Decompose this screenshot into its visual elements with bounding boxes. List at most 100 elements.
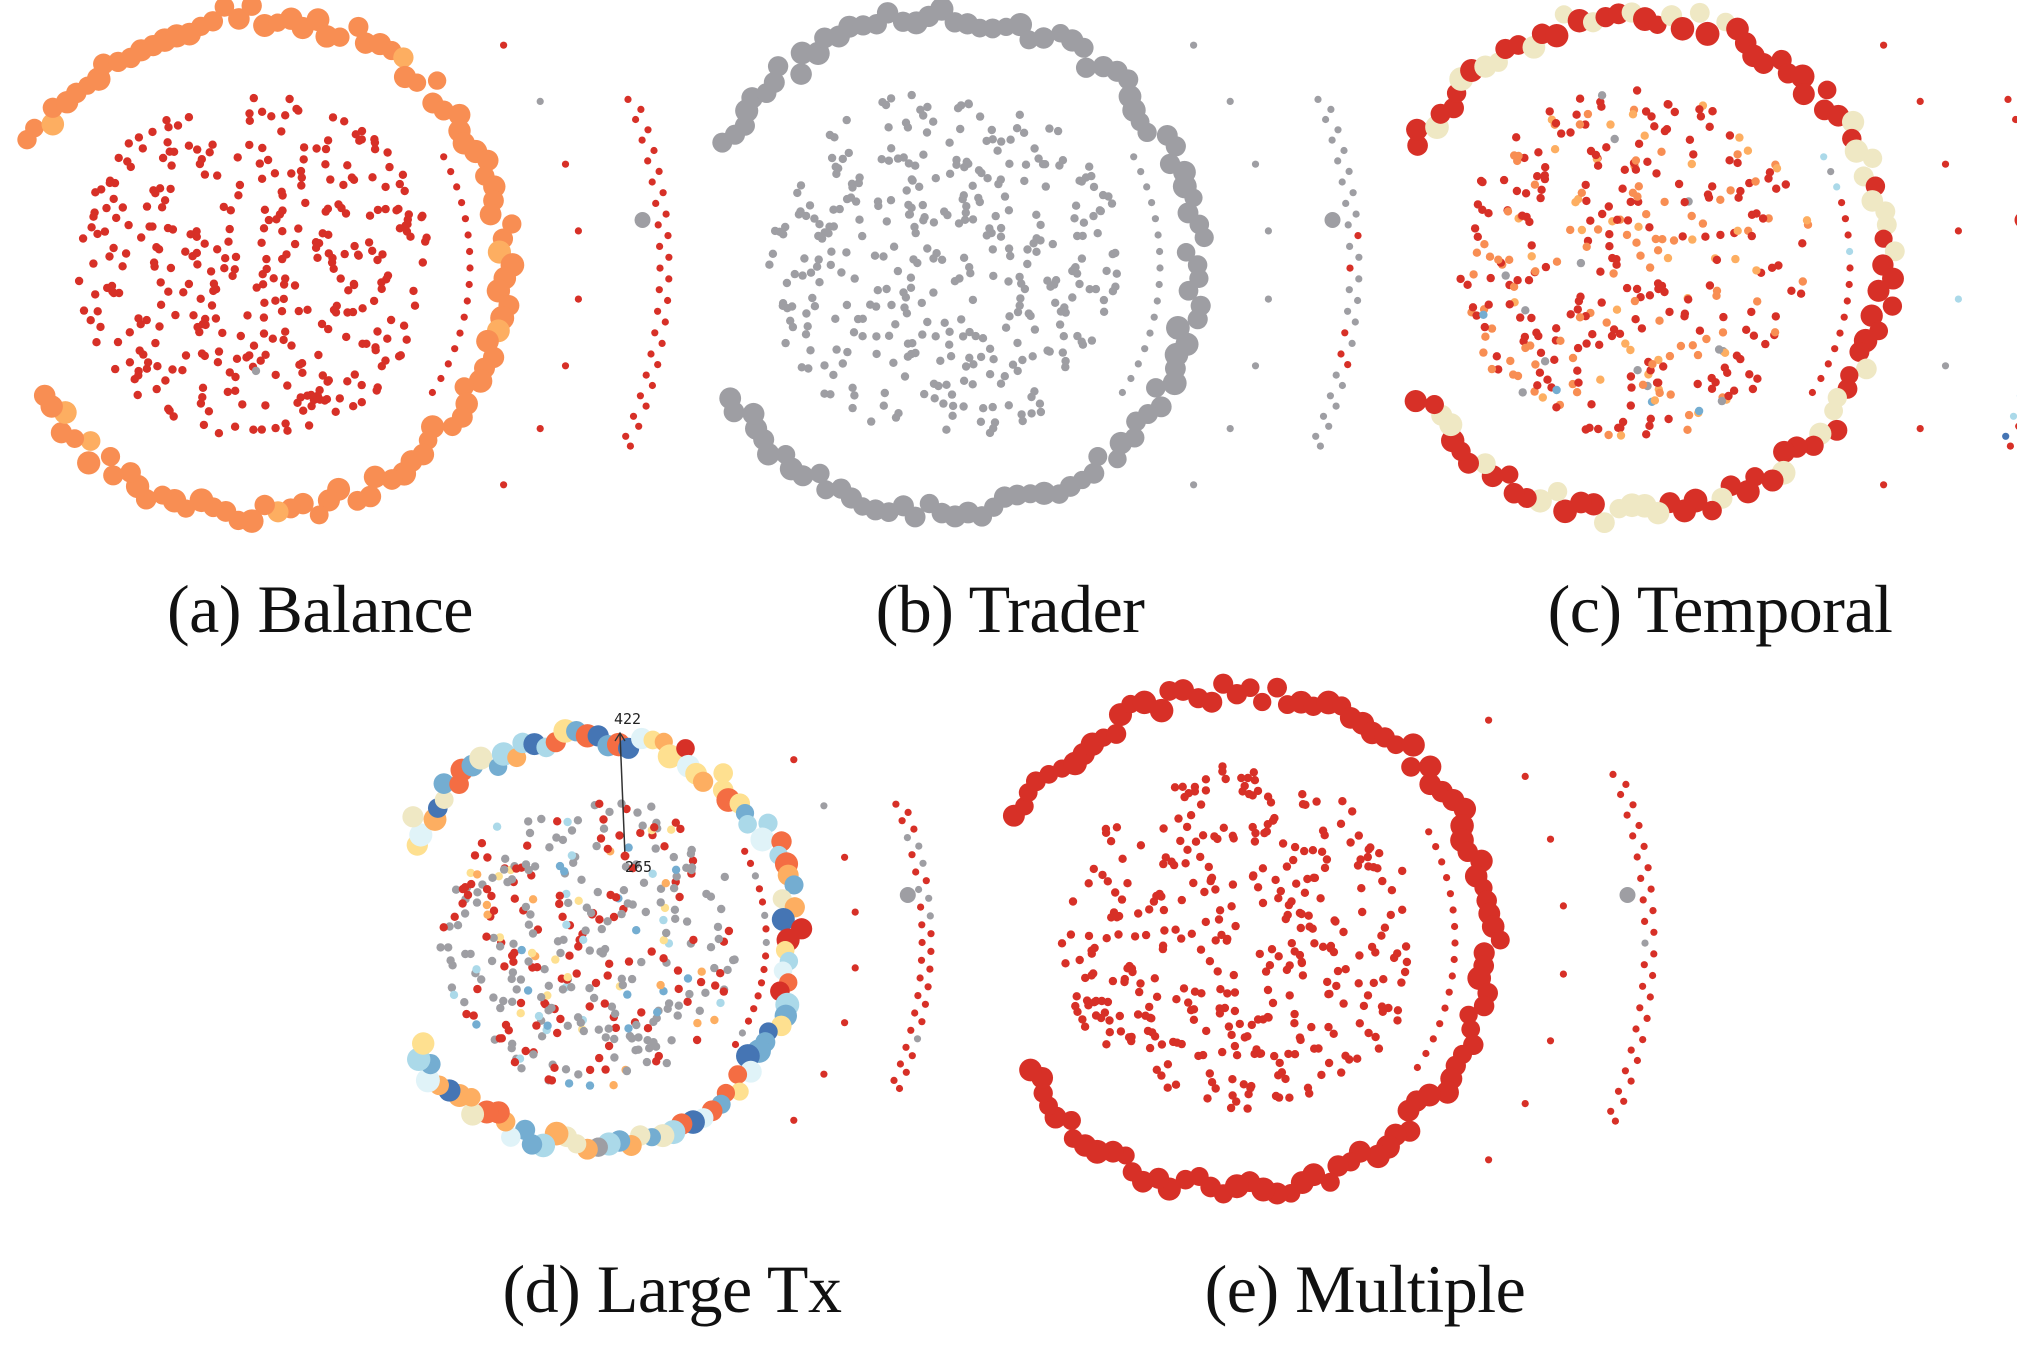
arc-node xyxy=(1629,832,1636,839)
inner-node xyxy=(305,421,313,429)
inner-node xyxy=(122,249,130,257)
inner-node xyxy=(919,151,927,159)
arc-node xyxy=(1346,243,1353,250)
inner-node xyxy=(1026,312,1034,320)
inner-node xyxy=(993,147,1001,155)
inner-node xyxy=(1348,807,1356,815)
inner-node xyxy=(923,128,931,136)
arc-node xyxy=(1422,1050,1429,1057)
ring-node xyxy=(1019,1059,1042,1082)
inner-node xyxy=(105,252,113,260)
inner-node xyxy=(1207,877,1215,885)
arc-node xyxy=(649,178,656,185)
inner-node xyxy=(1134,909,1142,917)
inner-node xyxy=(517,1009,525,1017)
ring-node xyxy=(1405,390,1427,412)
inner-node xyxy=(1403,958,1411,966)
arc-node xyxy=(1639,983,1646,990)
inner-node xyxy=(883,217,891,225)
arc-node xyxy=(1547,836,1554,843)
inner-node xyxy=(1233,1051,1241,1059)
inner-node xyxy=(1269,999,1277,1007)
arc-node xyxy=(663,211,670,218)
inner-node xyxy=(1116,1012,1124,1020)
inner-node xyxy=(472,965,480,973)
inner-node xyxy=(878,155,886,163)
node-label-source: 265 xyxy=(625,858,652,876)
inner-node xyxy=(1733,352,1741,360)
inner-node xyxy=(236,181,244,189)
arc-node xyxy=(1841,314,1848,321)
arc-node xyxy=(1955,227,1962,234)
inner-node xyxy=(535,1012,543,1020)
inner-node xyxy=(605,960,613,968)
ring-node xyxy=(1690,3,1710,23)
inner-node xyxy=(201,240,209,248)
inner-node xyxy=(119,203,127,211)
arc-node xyxy=(1845,231,1852,238)
inner-node xyxy=(631,1046,639,1054)
inner-node xyxy=(959,402,967,410)
inner-node xyxy=(1752,266,1760,274)
arc-node xyxy=(665,275,672,282)
inner-node xyxy=(820,390,828,398)
inner-node xyxy=(1288,939,1296,947)
inner-node xyxy=(1111,888,1119,896)
inner-node xyxy=(882,285,890,293)
inner-node xyxy=(1642,107,1650,115)
inner-node xyxy=(851,274,859,282)
inner-node xyxy=(92,338,100,346)
inner-node xyxy=(1136,979,1144,987)
inner-node xyxy=(1612,261,1620,269)
inner-node xyxy=(1574,344,1582,352)
inner-node xyxy=(193,260,201,268)
inner-node xyxy=(1225,1022,1233,1030)
inner-node xyxy=(1321,864,1329,872)
inner-node xyxy=(1157,1071,1165,1079)
inner-node xyxy=(843,348,851,356)
inner-node xyxy=(349,402,357,410)
ring-node xyxy=(103,465,123,485)
inner-node xyxy=(1573,367,1581,375)
inner-node xyxy=(473,870,481,878)
inner-node xyxy=(287,169,295,177)
arc-node xyxy=(841,854,848,861)
inner-node xyxy=(960,377,968,385)
inner-node xyxy=(1576,120,1584,128)
inner-node xyxy=(1360,1002,1368,1010)
inner-node xyxy=(533,963,541,971)
inner-node xyxy=(1528,252,1536,260)
inner-node xyxy=(555,900,563,908)
inner-node xyxy=(460,998,468,1006)
inner-node xyxy=(1536,194,1544,202)
inner-node xyxy=(781,339,789,347)
inner-node xyxy=(1292,880,1300,888)
inner-node xyxy=(1394,1006,1402,1014)
arc-node xyxy=(1312,433,1319,440)
inner-node xyxy=(594,888,602,896)
inner-node xyxy=(989,272,997,280)
inner-node xyxy=(1218,1048,1226,1056)
inner-node xyxy=(1636,252,1644,260)
inner-node xyxy=(257,239,265,247)
inner-node xyxy=(1125,962,1133,970)
inner-node xyxy=(707,893,715,901)
inner-node xyxy=(1582,339,1590,347)
inner-node xyxy=(1202,918,1210,926)
inner-node xyxy=(96,323,104,331)
inner-node xyxy=(1633,366,1641,374)
inner-node xyxy=(280,295,288,303)
inner-node xyxy=(1174,814,1182,822)
ring-node xyxy=(1696,22,1720,46)
inner-node xyxy=(1398,867,1406,875)
inner-node xyxy=(350,242,358,250)
arc-node xyxy=(896,1085,903,1092)
inner-node xyxy=(525,921,533,929)
inner-node xyxy=(1463,281,1471,289)
inner-node xyxy=(1030,387,1038,395)
inner-node xyxy=(907,204,915,212)
arc-node xyxy=(537,98,544,105)
arc-node xyxy=(1441,1005,1448,1012)
arc-node xyxy=(914,992,921,999)
inner-node xyxy=(1375,1044,1383,1052)
